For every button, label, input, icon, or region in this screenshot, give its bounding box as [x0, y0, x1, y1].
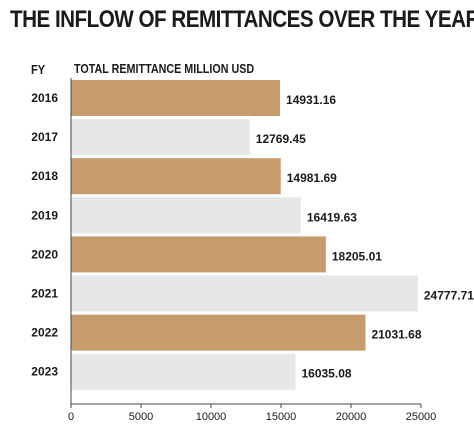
bar-2019 [71, 197, 301, 234]
bar-2023 [71, 353, 296, 390]
y-tick-label-2021: 2021 [31, 287, 58, 301]
category-header: FY [31, 62, 46, 77]
data-label-2018: 14981.69 [287, 171, 337, 185]
chart-title: THE INFLOW OF REMITTANCES OVER THE YEARS [10, 6, 474, 33]
labels-layer: 2016 14931.16 2017 12769.45 2018 14981.69 2019… [31, 91, 474, 381]
bar-2020 [71, 236, 326, 273]
y-tick-label-2019: 2019 [31, 208, 58, 222]
y-tick-label-2020: 2020 [31, 247, 58, 261]
data-label-2020: 18205.01 [332, 249, 382, 263]
data-label-2021: 24777.71 [424, 289, 474, 303]
data-label-2019: 16419.63 [307, 210, 357, 224]
x-tick-label-15000: 15000 [266, 411, 297, 423]
x-tick-label-5000: 5000 [129, 411, 153, 423]
y-tick-label-2018: 2018 [31, 169, 58, 183]
x-tick-label-0: 0 [68, 411, 74, 423]
bars-layer [71, 80, 418, 390]
data-label-2022: 21031.68 [371, 328, 421, 342]
x-tick-label-10000: 10000 [196, 411, 227, 423]
y-tick-label-2022: 2022 [31, 326, 58, 340]
bar-2021 [71, 275, 418, 312]
y-tick-label-2016: 2016 [31, 91, 58, 105]
data-label-2017: 12769.45 [256, 132, 306, 146]
data-label-2016: 14931.16 [286, 93, 336, 107]
bar-2022 [71, 314, 366, 351]
y-tick-label-2017: 2017 [31, 130, 58, 144]
x-axis: 0 5000 10000 15000 20000 25000 [68, 78, 436, 423]
y-tick-label-2023: 2023 [31, 365, 58, 379]
x-tick-label-20000: 20000 [336, 411, 367, 423]
bar-2017 [71, 119, 250, 156]
bar-2016 [71, 80, 281, 116]
x-tick-label-25000: 25000 [406, 411, 437, 423]
series-header: TOTAL REMITTANCE MILLION USD [74, 62, 255, 76]
bar-2018 [71, 158, 281, 195]
data-label-2023: 16035.08 [301, 367, 351, 381]
